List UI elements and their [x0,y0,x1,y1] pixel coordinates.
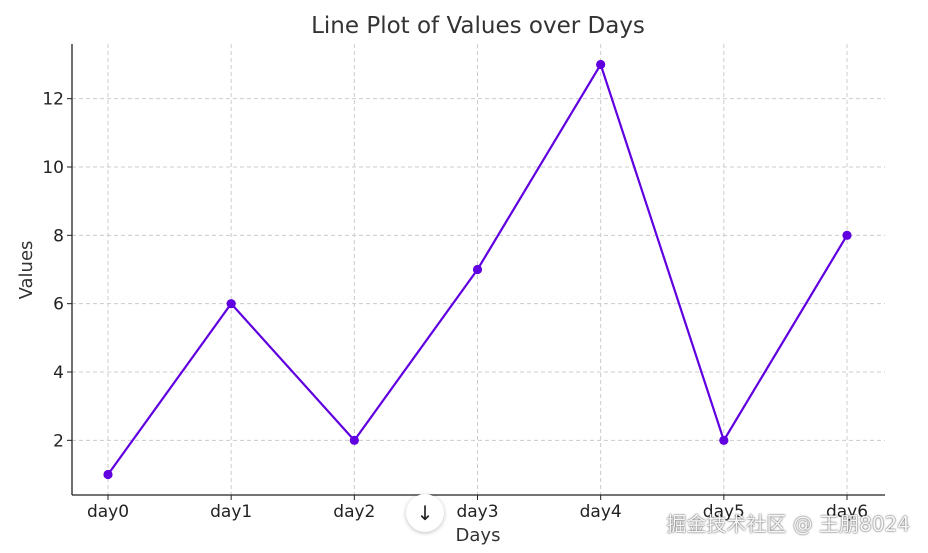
y-tick-label: 6 [53,295,64,315]
data-point [842,230,852,240]
x-tick-label: day3 [456,502,498,522]
x-tick-label: day6 [826,502,868,522]
data-point [226,299,236,309]
y-tick-labels: 2 4 6 8 10 12 [42,90,64,452]
data-point [472,264,483,275]
x-tick-label: day2 [333,502,375,522]
data-point [349,435,359,445]
x-tick-label: day1 [210,502,252,522]
data-point [103,469,113,480]
x-tick-label: day5 [703,502,745,522]
x-tick-labels: day0 day1 day2 day3 day4 day5 day6 [87,502,868,522]
y-tick-label: 10 [42,158,64,178]
arrow-down-icon: ↓ [416,501,434,525]
y-tick-label: 8 [53,226,64,246]
y-axis-label: Values [16,241,37,300]
y-tick-label: 2 [53,431,64,451]
data-point [596,59,606,70]
y-tick-label: 4 [53,363,64,383]
axes-spines [67,44,885,500]
y-tick-label: 12 [42,90,64,110]
data-point [719,435,729,445]
x-tick-label: day4 [580,502,622,522]
series [103,59,852,480]
chart-title: Line Plot of Values over Days [311,13,645,39]
scroll-down-button[interactable]: ↓ [406,494,444,532]
x-axis-label: Days [456,525,501,546]
x-tick-label: day0 [87,502,129,522]
watermark: 掘金技术社区 @ 王朋8024 [666,512,910,536]
